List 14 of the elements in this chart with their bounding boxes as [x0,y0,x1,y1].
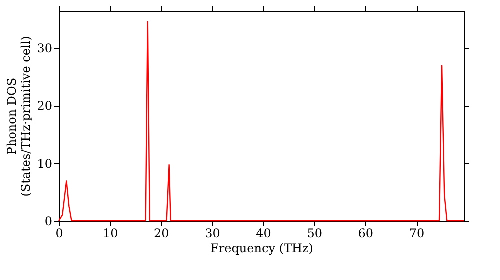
x-tick-label: 30 [205,226,220,240]
x-tick-label: 60 [358,226,374,240]
y-tick-label: 30 [37,41,52,56]
y-tick-label: 0 [44,214,52,228]
x-tick-label: 70 [409,226,425,240]
x-tick-label: 50 [307,226,322,240]
x-axis-title: Frequency (THz) [210,242,314,256]
x-tick-label: 0 [56,226,64,240]
y-axis-title: Phonon DOS (States/THz·primitive cell) [5,36,34,197]
x-tick-label: 20 [154,226,170,240]
y-tick-label: 10 [37,156,52,171]
x-tick-label: 40 [256,226,272,240]
y-tick-label: 20 [37,99,52,114]
x-tick-label: 10 [102,226,118,240]
